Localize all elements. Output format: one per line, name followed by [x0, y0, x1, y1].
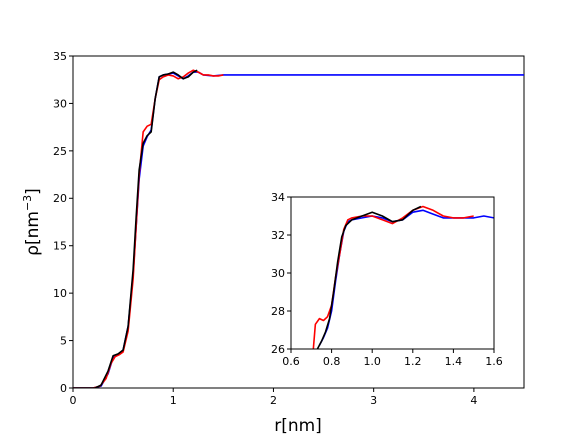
- y-axis-label-base: ρ[nm: [23, 211, 43, 256]
- main-series-line-1: [73, 69, 224, 388]
- main-x-tick-label: 2: [270, 394, 277, 407]
- inset-y-tick-label: 32: [271, 229, 285, 242]
- inset-y-tick-label: 34: [271, 191, 285, 204]
- main-y-tick-label: 15: [53, 240, 67, 253]
- inset-series-line-2: [316, 205, 422, 349]
- y-axis-label-exponent: −3: [21, 195, 34, 211]
- main-series-lines: [73, 69, 524, 388]
- inset-x-tick-label: 1.4: [445, 355, 463, 368]
- inset-x-tick-label: 0.8: [323, 355, 341, 368]
- main-y-tick-label: 20: [53, 192, 67, 205]
- y-axis-label: ρ[nm−3]: [21, 188, 43, 256]
- inset-y-tick-label: 28: [271, 305, 285, 318]
- inset-x-tick-label: 1.0: [363, 355, 381, 368]
- main-series-line-2: [73, 69, 198, 388]
- inset-y-tick-label: 30: [271, 267, 285, 280]
- inset-series-lines: [312, 205, 494, 349]
- main-x-tick-label: 3: [370, 394, 377, 407]
- inset-x-tick-label: 1.6: [485, 355, 503, 368]
- inset-ticks: 0.6 0.8 1.0 1.2 1.4 1.6 26 28 30 32 34: [271, 191, 503, 368]
- main-x-tick-label: 1: [170, 394, 177, 407]
- inset-x-tick-label: 1.2: [404, 355, 422, 368]
- inset-background: [291, 197, 494, 349]
- main-x-tick-label: 0: [70, 394, 77, 407]
- main-y-tick-label: 10: [53, 287, 67, 300]
- y-axis-label-close: ]: [23, 188, 43, 195]
- x-axis-label: r[nm]: [274, 416, 322, 436]
- inset-x-tick-label: 0.6: [282, 355, 300, 368]
- main-y-tick-label: 0: [60, 382, 67, 395]
- inset-y-tick-label: 26: [271, 343, 285, 356]
- main-plot-frame: [72, 55, 525, 389]
- main-y-tick-label: 25: [53, 145, 67, 158]
- main-y-tick-label: 5: [60, 335, 67, 348]
- main-y-tick-label: 30: [53, 97, 67, 110]
- main-x-tick-label: 4: [470, 394, 477, 407]
- main-y-tick-label: 35: [53, 50, 67, 63]
